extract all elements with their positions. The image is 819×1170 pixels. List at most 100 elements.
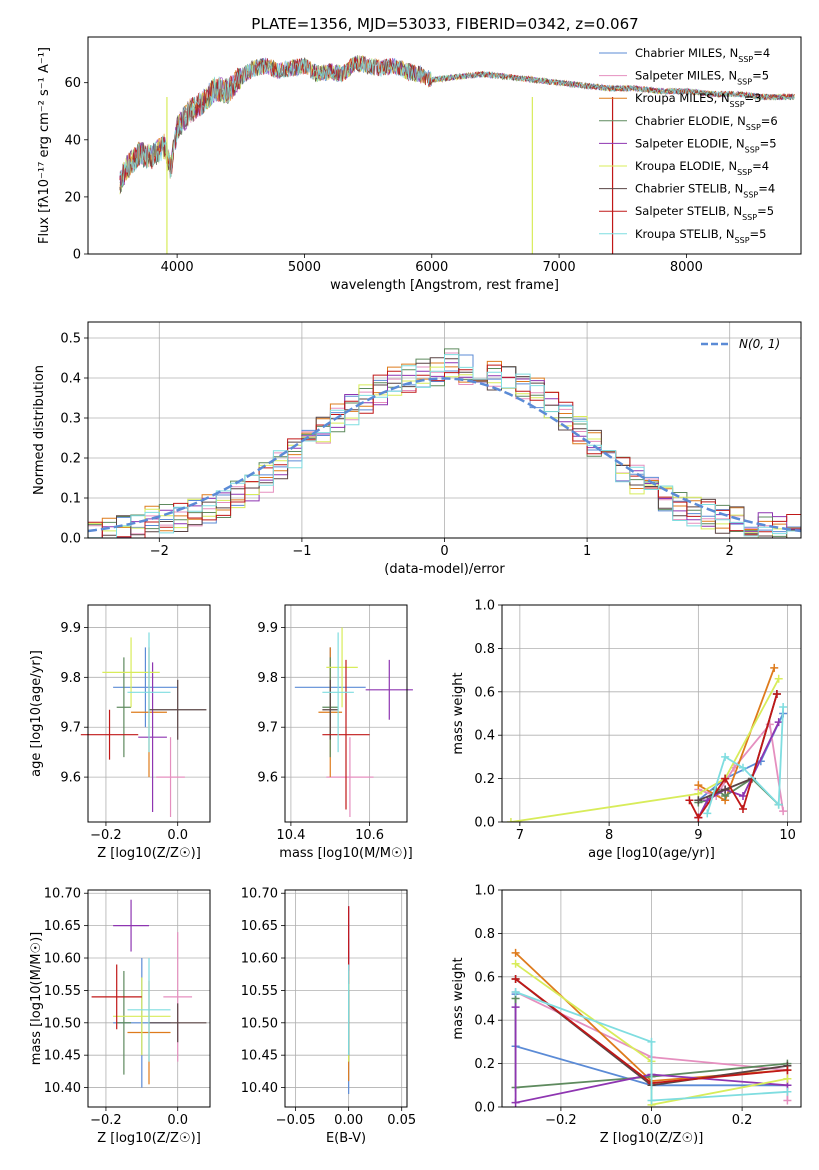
y-tick-label: 10.50 [44, 1016, 81, 1031]
weight-marker [783, 1066, 792, 1075]
x-axis-label: Z [log10(Z/Z☉)] [97, 1131, 201, 1146]
legend-label: Chabrier STELIB, NSSP=4 [635, 182, 775, 200]
weight-marker [511, 974, 520, 983]
weight-marker [774, 800, 783, 809]
y-tick-label: 9.8 [257, 671, 278, 686]
panel-age_vs_mass: 10.4 10.6 9.6 9.7 9.8 9.9 mass [log10(M/M☉)] [257, 604, 413, 861]
x-tick-label: 0.0 [641, 1113, 662, 1128]
x-tick-label: 4000 [161, 260, 194, 275]
x-tick-label: 7000 [543, 260, 576, 275]
histogram-9 [88, 354, 801, 538]
errorbar-point-5 [113, 899, 149, 952]
errorbar-point-7 [149, 679, 207, 740]
x-tick-label: 8000 [670, 260, 703, 275]
y-tick-label: 10.45 [241, 1049, 278, 1064]
y-tick-label: 9.7 [257, 721, 278, 736]
x-tick-label: −0.2 [545, 1113, 577, 1128]
weight-marker [779, 807, 788, 816]
panel-mass_vs_ebv: −0.05 0.00 0.05 10.40 10.45 10.50 10.55 10.60 10… [241, 887, 416, 1146]
y-tick-label: 0.0 [474, 816, 495, 831]
plot-frame [87, 889, 211, 1108]
legend-label: Kroupa ELODIE, NSSP=4 [635, 159, 769, 177]
weight-marker [774, 674, 783, 683]
figure-title: PLATE=1356, MJD=53033, FIBERID=0342, z=0… [251, 15, 638, 33]
x-tick-label: 0.05 [387, 1113, 416, 1128]
x-axis-label: age [log10(age/yr)] [588, 846, 715, 861]
weight-marker [685, 796, 694, 805]
x-tick-label: 0.00 [334, 1113, 363, 1128]
panel-residuals: −2 −1 0 1 2 0.0 0.1 0.2 0.3 0.4 0.5 (data-model)/er… [32, 321, 802, 577]
errorbar-point-8 [80, 709, 139, 760]
weight-marker [511, 1003, 520, 1012]
y-tick-label: 10.55 [44, 984, 81, 999]
x-tick-label: 10.4 [276, 828, 305, 843]
weight-marker [783, 1087, 792, 1096]
x-tick-label: 0.2 [732, 1113, 753, 1128]
x-tick-label: −0.2 [90, 1113, 122, 1128]
x-axis-label: Z [log10(Z/Z☉)] [97, 846, 201, 861]
errorbar-point-2 [156, 737, 185, 818]
x-tick-label: 9 [694, 828, 702, 843]
errorbar-point-6 [113, 977, 171, 1056]
x-tick-label: 0.0 [167, 1113, 188, 1128]
y-tick-label: 0.6 [474, 685, 495, 700]
weight-marker [738, 791, 747, 800]
histogram-8 [88, 364, 801, 538]
y-tick-label: 10.60 [241, 952, 278, 967]
x-tick-label: 10 [779, 828, 796, 843]
x-tick-label: 6000 [415, 260, 448, 275]
x-axis-label: E(B-V) [326, 1131, 366, 1146]
x-axis-label: (data-model)/error [384, 562, 505, 577]
y-axis-label: Normed distribution [32, 365, 47, 495]
x-tick-label: 10.6 [355, 828, 384, 843]
y-tick-label: 20 [64, 190, 81, 205]
weight-marker [721, 752, 730, 761]
y-tick-label: 10.70 [241, 887, 278, 902]
spectrum-line-9 [119, 56, 795, 187]
plot-frame [284, 889, 408, 1108]
weight-marker [783, 1074, 792, 1083]
weight-line-5 [514, 1007, 788, 1104]
gaussian-curve [88, 377, 801, 533]
errorbar-point-2 [326, 737, 374, 818]
weight-marker [647, 1037, 656, 1046]
x-tick-label: 2 [726, 544, 734, 559]
weight-marker [511, 959, 520, 968]
legend-label: Chabrier ELODIE, NSSP=6 [635, 114, 778, 132]
errorbar-point-6 [102, 637, 160, 708]
errorbar-point-8 [322, 659, 370, 810]
weight-marker [694, 813, 703, 822]
x-tick-label: 1 [583, 544, 591, 559]
panel-mass_vs_z: −0.2 0.0 10.40 10.45 10.50 10.55 10.60 10.65 10.… [29, 887, 211, 1146]
weight-marker [647, 1096, 656, 1105]
weight-marker [738, 804, 747, 813]
plot-frame [87, 36, 802, 255]
y-tick-label: 0.0 [474, 1101, 495, 1116]
errorbar-point-1 [113, 647, 178, 728]
y-tick-label: 0.0 [60, 532, 81, 547]
y-tick-label: 0 [73, 248, 81, 263]
y-tick-label: 9.9 [60, 621, 81, 636]
y-tick-label: 40 [64, 133, 81, 148]
weight-marker [770, 663, 779, 672]
y-tick-label: 0.8 [474, 642, 495, 657]
x-tick-label: 8 [605, 828, 613, 843]
y-tick-label: 0.5 [60, 332, 81, 347]
weight-lines [506, 663, 788, 822]
weight-marker [721, 785, 730, 794]
y-tick-label: 9.9 [257, 621, 278, 636]
plot-frame [501, 604, 802, 823]
weight-marker [694, 781, 703, 790]
errorbar-point-8 [91, 964, 142, 1030]
y-tick-label: 9.7 [60, 721, 81, 736]
errorbar-point-9 [322, 632, 354, 753]
x-axis-label: wavelength [Angstrom, rest frame] [330, 278, 559, 293]
y-tick-label: 0.1 [60, 492, 81, 507]
x-tick-label: −0.05 [276, 1113, 316, 1128]
y-axis-label: age [log10(age/yr)] [29, 650, 44, 777]
y-axis-label: mass weight [451, 957, 466, 1039]
weight-line-9 [515, 991, 788, 1102]
plot-frame [284, 604, 408, 823]
y-tick-label: 0.4 [474, 729, 495, 744]
